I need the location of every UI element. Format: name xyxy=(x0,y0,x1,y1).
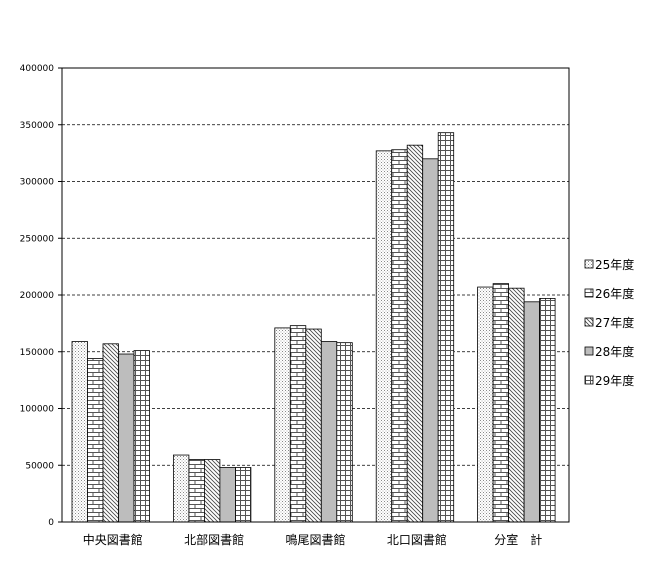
bar-26年度-中央図書館 xyxy=(87,358,104,523)
x-tick-label: 分室 計 xyxy=(494,532,542,547)
y-tick-label: 400000 xyxy=(20,64,55,74)
bar-28年度-北口図書館 xyxy=(422,158,439,523)
bar-28年度-北部図書館 xyxy=(219,467,236,523)
y-tick-label: 300000 xyxy=(20,178,55,188)
y-tick-label: 50000 xyxy=(25,461,54,471)
bar-29年度-北口図書館 xyxy=(437,132,455,523)
y-tick-label: 0 xyxy=(48,518,54,528)
x-axis: 中央図書館 北部図書館 鳴尾図書館 北口図書館 分室 計 xyxy=(83,532,543,547)
bar-27年度-鳴尾図書館 xyxy=(305,328,322,523)
bar-25年度-鳴尾図書館 xyxy=(274,327,291,523)
bar-26年度-分室 計 xyxy=(492,283,510,523)
y-tick-label: 250000 xyxy=(20,234,55,244)
x-tick-label: 北口図書館 xyxy=(387,532,447,547)
legend-swatch xyxy=(584,317,594,327)
bar-29年度-中央図書館 xyxy=(133,350,150,523)
bar-25年度-北口図書館 xyxy=(375,150,393,523)
bar-29年度-分室 計 xyxy=(539,298,556,523)
bar-26年度-鳴尾図書館 xyxy=(289,325,307,523)
bar-25年度-中央図書館 xyxy=(71,341,88,523)
bar-25年度-北部図書館 xyxy=(172,454,190,523)
legend-label: 29年度 xyxy=(595,373,634,388)
bar-27年度-分室 計 xyxy=(508,287,525,523)
legend-label: 25年度 xyxy=(595,257,634,272)
bar-27年度-北口図書館 xyxy=(406,144,424,523)
bar-28年度-分室 計 xyxy=(523,301,540,523)
legend-swatch xyxy=(584,288,594,298)
bar-27年度-北部図書館 xyxy=(203,459,221,523)
y-tick-label: 350000 xyxy=(20,121,55,131)
y-axis: 0 50000 100000 150000 200000 250000 300000 3500… xyxy=(20,64,62,528)
y-tick-label: 100000 xyxy=(20,405,55,415)
bar-26年度-北部図書館 xyxy=(188,459,205,523)
legend: 25年度 26年度 27年度 28年度 29年度 xyxy=(584,257,634,388)
x-tick-label: 北部図書館 xyxy=(184,532,244,547)
x-tick-label: 中央図書館 xyxy=(83,532,143,547)
bars xyxy=(71,132,556,523)
legend-label: 27年度 xyxy=(595,315,634,330)
y-tick-label: 200000 xyxy=(20,291,55,301)
bar-28年度-中央図書館 xyxy=(118,353,135,523)
bar-28年度-鳴尾図書館 xyxy=(320,341,338,523)
legend-label: 26年度 xyxy=(595,286,634,301)
legend-swatch xyxy=(584,346,594,356)
y-tick-label: 150000 xyxy=(20,348,55,358)
x-tick-label: 鳴尾図書館 xyxy=(285,532,345,547)
bar-26年度-北口図書館 xyxy=(391,149,408,523)
bar-29年度-鳴尾図書館 xyxy=(336,342,353,523)
legend-label: 28年度 xyxy=(595,344,634,359)
legend-swatch xyxy=(584,259,594,269)
bar-25年度-分室 計 xyxy=(477,286,494,523)
bar-29年度-北部図書館 xyxy=(234,467,252,523)
legend-swatch xyxy=(584,375,594,385)
bar-27年度-中央図書館 xyxy=(102,343,119,523)
